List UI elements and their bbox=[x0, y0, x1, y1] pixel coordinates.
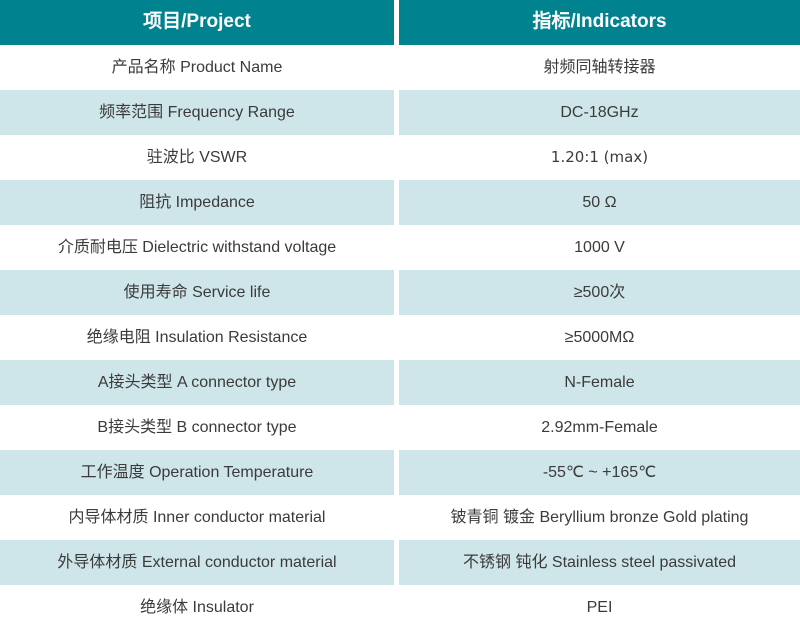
row-value-insulation-resistance: ≥5000MΩ bbox=[399, 315, 800, 360]
row-value-insulator: PEI bbox=[399, 585, 800, 630]
row-label-inner-conductor-material: 内导体材质 Inner conductor material bbox=[0, 495, 394, 540]
row-value-external-conductor-material: 不锈钢 钝化 Stainless steel passivated bbox=[399, 540, 800, 585]
row-label-service-life: 使用寿命 Service life bbox=[0, 270, 394, 315]
table-row: 驻波比 VSWR 1.20:1 (max) bbox=[0, 135, 800, 180]
row-value-operation-temperature: -55℃ ~ +165℃ bbox=[399, 450, 800, 495]
row-label-a-connector-type: A接头类型 A connector type bbox=[0, 360, 394, 405]
row-value-a-connector-type: N-Female bbox=[399, 360, 800, 405]
table-row: A接头类型 A connector type N-Female bbox=[0, 360, 800, 405]
table-row: 频率范围 Frequency Range DC-18GHz bbox=[0, 90, 800, 135]
row-label-vswr: 驻波比 VSWR bbox=[0, 135, 394, 180]
table-row: 介质耐电压 Dielectric withstand voltage 1000 … bbox=[0, 225, 800, 270]
row-label-product-name: 产品名称 Product Name bbox=[0, 45, 394, 90]
table-row: 绝缘电阻 Insulation Resistance ≥5000MΩ bbox=[0, 315, 800, 360]
table-row: 外导体材质 External conductor material 不锈钢 钝化… bbox=[0, 540, 800, 585]
row-label-frequency-range: 频率范围 Frequency Range bbox=[0, 90, 394, 135]
row-label-b-connector-type: B接头类型 B connector type bbox=[0, 405, 394, 450]
row-label-insulator: 绝缘体 Insulator bbox=[0, 585, 394, 630]
header-indicators-cell: 指标/Indicators bbox=[399, 0, 800, 45]
table-row: 内导体材质 Inner conductor material 铍青铜 镀金 Be… bbox=[0, 495, 800, 540]
row-value-vswr: 1.20:1 (max) bbox=[399, 135, 800, 180]
row-label-dielectric-voltage: 介质耐电压 Dielectric withstand voltage bbox=[0, 225, 394, 270]
table-row: B接头类型 B connector type 2.92mm-Female bbox=[0, 405, 800, 450]
table-header-row: 项目/Project 指标/Indicators bbox=[0, 0, 800, 45]
row-value-impedance: 50 Ω bbox=[399, 180, 800, 225]
table-row: 工作温度 Operation Temperature -55℃ ~ +165℃ bbox=[0, 450, 800, 495]
row-value-service-life: ≥500次 bbox=[399, 270, 800, 315]
row-value-product-name: 射频同轴转接器 bbox=[399, 45, 800, 90]
table-row: 使用寿命 Service life ≥500次 bbox=[0, 270, 800, 315]
row-label-impedance: 阻抗 Impedance bbox=[0, 180, 394, 225]
table-row: 绝缘体 Insulator PEI bbox=[0, 585, 800, 630]
row-value-dielectric-voltage: 1000 V bbox=[399, 225, 800, 270]
row-value-b-connector-type: 2.92mm-Female bbox=[399, 405, 800, 450]
row-label-insulation-resistance: 绝缘电阻 Insulation Resistance bbox=[0, 315, 394, 360]
table-row: 阻抗 Impedance 50 Ω bbox=[0, 180, 800, 225]
row-label-operation-temperature: 工作温度 Operation Temperature bbox=[0, 450, 394, 495]
row-label-external-conductor-material: 外导体材质 External conductor material bbox=[0, 540, 394, 585]
header-project-cell: 项目/Project bbox=[0, 0, 394, 45]
row-value-frequency-range: DC-18GHz bbox=[399, 90, 800, 135]
table-row: 产品名称 Product Name 射频同轴转接器 bbox=[0, 45, 800, 90]
row-value-inner-conductor-material: 铍青铜 镀金 Beryllium bronze Gold plating bbox=[399, 495, 800, 540]
